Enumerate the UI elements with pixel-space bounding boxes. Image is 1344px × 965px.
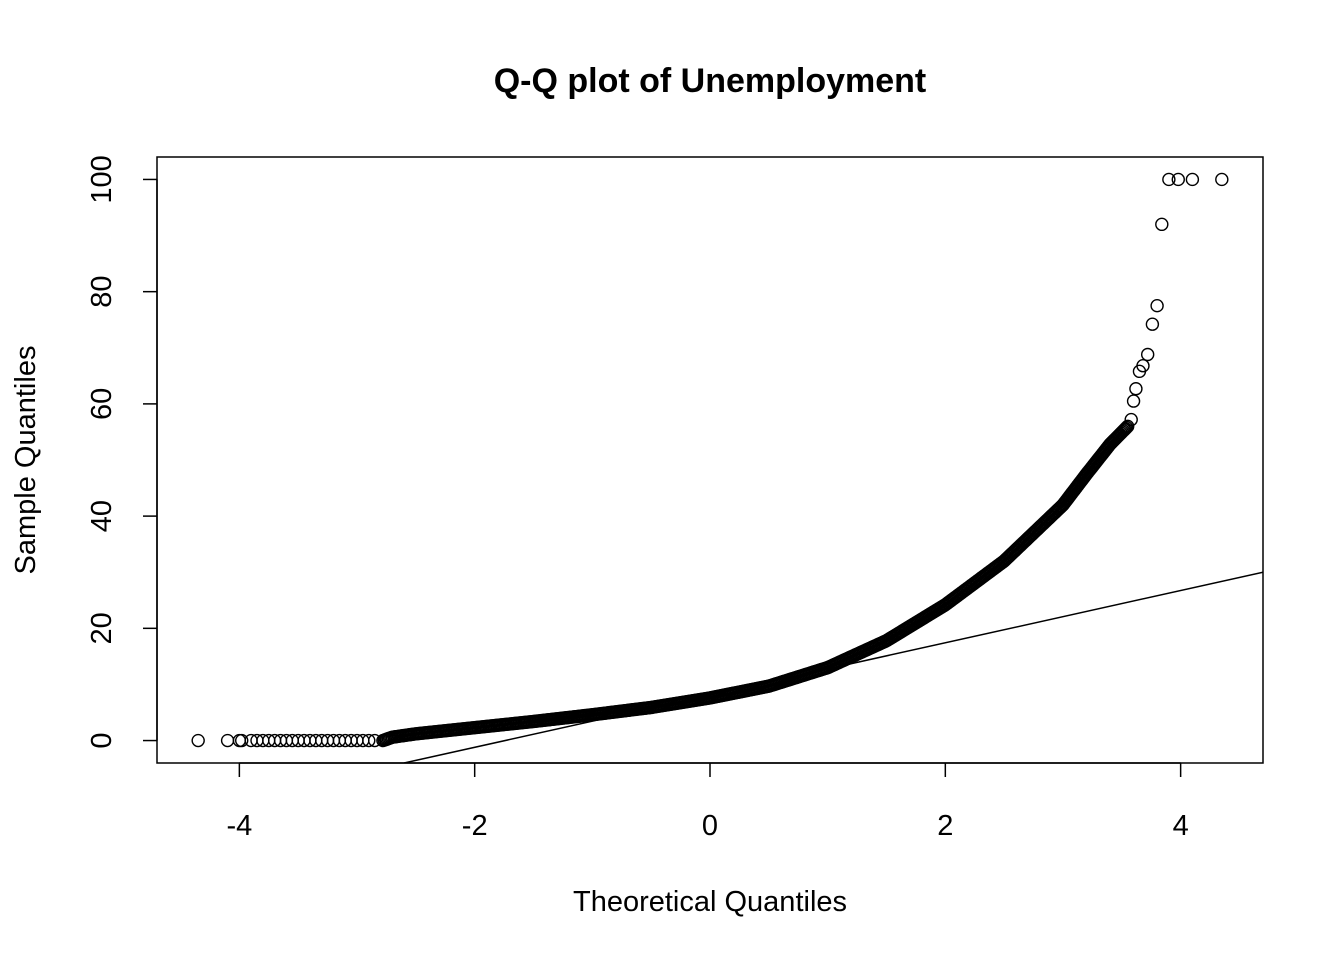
data-point-outlier [1145, 317, 1160, 331]
data-point-low-tail [191, 733, 205, 748]
data-point-low-tail [362, 733, 376, 748]
x-tick-label: 2 [937, 810, 953, 842]
x-tick-label: 0 [702, 810, 718, 842]
y-tick-label: 60 [86, 388, 118, 420]
data-point-outlier [1215, 172, 1229, 187]
plot-frame [156, 156, 1264, 764]
y-axis-label: Sample Quantiles [10, 346, 42, 575]
data-point-outlier [1150, 298, 1164, 313]
data-point [1117, 423, 1132, 437]
y-tick-label: 20 [86, 612, 118, 644]
y-tick-label: 100 [86, 155, 118, 203]
x-tick-label: 4 [1173, 810, 1189, 842]
data-point-outlier [1162, 172, 1176, 187]
data-points [191, 172, 1229, 748]
data-point [1120, 419, 1135, 434]
data-point-low-tail [235, 733, 249, 748]
data-point-outlier [1129, 382, 1143, 396]
y-tick-label: 40 [86, 500, 118, 532]
x-tick-label: -2 [462, 810, 488, 842]
y-tick-label: 80 [86, 276, 118, 308]
x-tick-label: -4 [226, 810, 252, 842]
data-point [1116, 424, 1130, 438]
data-point-outlier [1124, 412, 1138, 427]
data-point-outlier [1155, 217, 1169, 232]
data-point-outlier [1126, 394, 1141, 408]
chart-title: Q-Q plot of Unemployment [494, 62, 927, 100]
data-point-outlier [1185, 172, 1200, 187]
data-point-outlier [1140, 347, 1155, 362]
plot-area-content [191, 172, 1263, 763]
y-tick-label: 0 [86, 732, 118, 748]
x-axis-label: Theoretical Quantiles [573, 886, 847, 918]
data-point-outlier [1171, 172, 1185, 187]
data-point-outlier [1136, 359, 1150, 373]
data-point [1119, 420, 1134, 435]
